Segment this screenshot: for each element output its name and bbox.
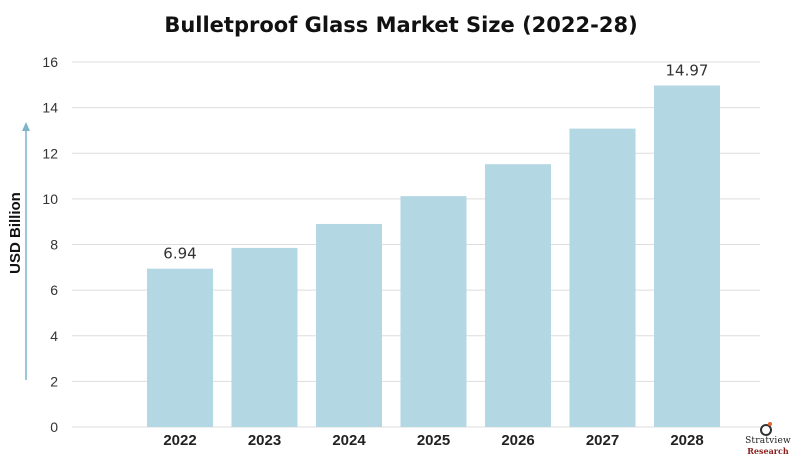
x-tick-label: 2023	[248, 432, 281, 449]
logo-name: Stratview	[745, 436, 791, 446]
y-tick-label: 0	[50, 419, 58, 435]
data-label: 14.97	[666, 61, 709, 79]
bars	[147, 85, 720, 428]
x-tick-label: 2025	[417, 432, 450, 449]
y-tick-label: 14	[42, 100, 58, 116]
data-labels: 6.94 14.97	[163, 61, 708, 262]
x-tick-label: 2026	[501, 432, 534, 449]
y-axis-ticks: 0 2 4 6 8 10 12 14 16	[42, 54, 58, 435]
y-tick-label: 8	[50, 237, 58, 253]
bar-2023	[231, 247, 298, 427]
y-axis-label: USD Billion	[7, 192, 24, 274]
x-axis-ticks: 2022 2023 2024 2025 2026 2027 2028	[163, 432, 703, 449]
bar-2025	[400, 196, 467, 427]
x-tick-label: 2024	[332, 432, 366, 449]
bar-2028	[654, 85, 720, 427]
y-tick-label: 6	[50, 282, 58, 298]
chart-title: Bulletproof Glass Market Size (2022-28)	[164, 13, 637, 37]
bar-2022	[147, 268, 213, 427]
logo-icon	[760, 422, 772, 436]
y-tick-label: 12	[42, 145, 58, 161]
y-tick-label: 2	[50, 373, 58, 389]
y-axis-arrow	[22, 122, 30, 380]
x-tick-label: 2028	[670, 432, 703, 449]
bar-2027	[569, 128, 636, 428]
y-tick-label: 10	[42, 191, 58, 207]
bar-2026	[485, 164, 551, 427]
bar-2024	[316, 223, 382, 427]
data-label: 6.94	[163, 245, 196, 263]
y-tick-label: 16	[42, 54, 58, 70]
x-tick-label: 2022	[163, 432, 196, 449]
x-tick-label: 2027	[586, 432, 619, 449]
stratview-logo: Stratview Research	[738, 422, 798, 456]
logo-sub: Research	[747, 446, 789, 456]
y-tick-label: 4	[50, 328, 58, 344]
